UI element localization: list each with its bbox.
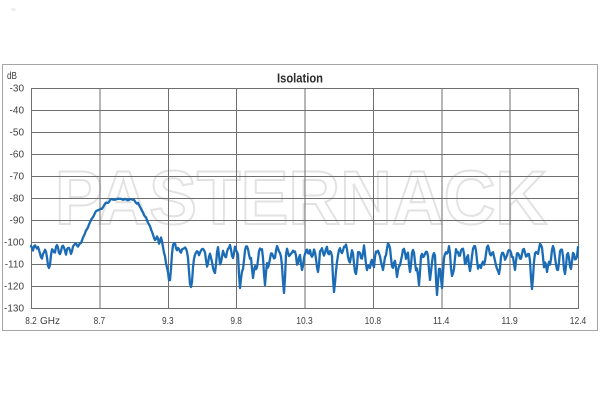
- svg-text:-40: -40: [10, 106, 25, 117]
- svg-text:-60: -60: [10, 150, 25, 161]
- svg-text:-100: -100: [4, 238, 24, 249]
- svg-text:10.8: 10.8: [365, 316, 382, 327]
- svg-text:11.9: 11.9: [501, 316, 518, 327]
- svg-text:9.3: 9.3: [162, 316, 174, 327]
- svg-text:12.4: 12.4: [570, 316, 587, 327]
- svg-text:11.4: 11.4: [433, 316, 450, 327]
- svg-text:-90: -90: [10, 216, 25, 227]
- svg-text:GHz: GHz: [40, 316, 60, 327]
- svg-text:-50: -50: [10, 128, 25, 139]
- svg-text:-30: -30: [10, 84, 25, 95]
- svg-text:8.7: 8.7: [94, 316, 106, 327]
- svg-text:-120: -120: [4, 282, 24, 293]
- svg-text:-70: -70: [10, 172, 25, 183]
- svg-text:dB: dB: [7, 71, 17, 82]
- svg-text:-110: -110: [5, 260, 25, 271]
- svg-text:-130: -130: [4, 304, 24, 315]
- svg-text:Isolation: Isolation: [277, 71, 323, 86]
- svg-text:-80: -80: [10, 194, 25, 205]
- svg-text:9.8: 9.8: [230, 316, 242, 327]
- svg-text:10.3: 10.3: [296, 316, 313, 327]
- svg-text:8.2: 8.2: [25, 316, 37, 327]
